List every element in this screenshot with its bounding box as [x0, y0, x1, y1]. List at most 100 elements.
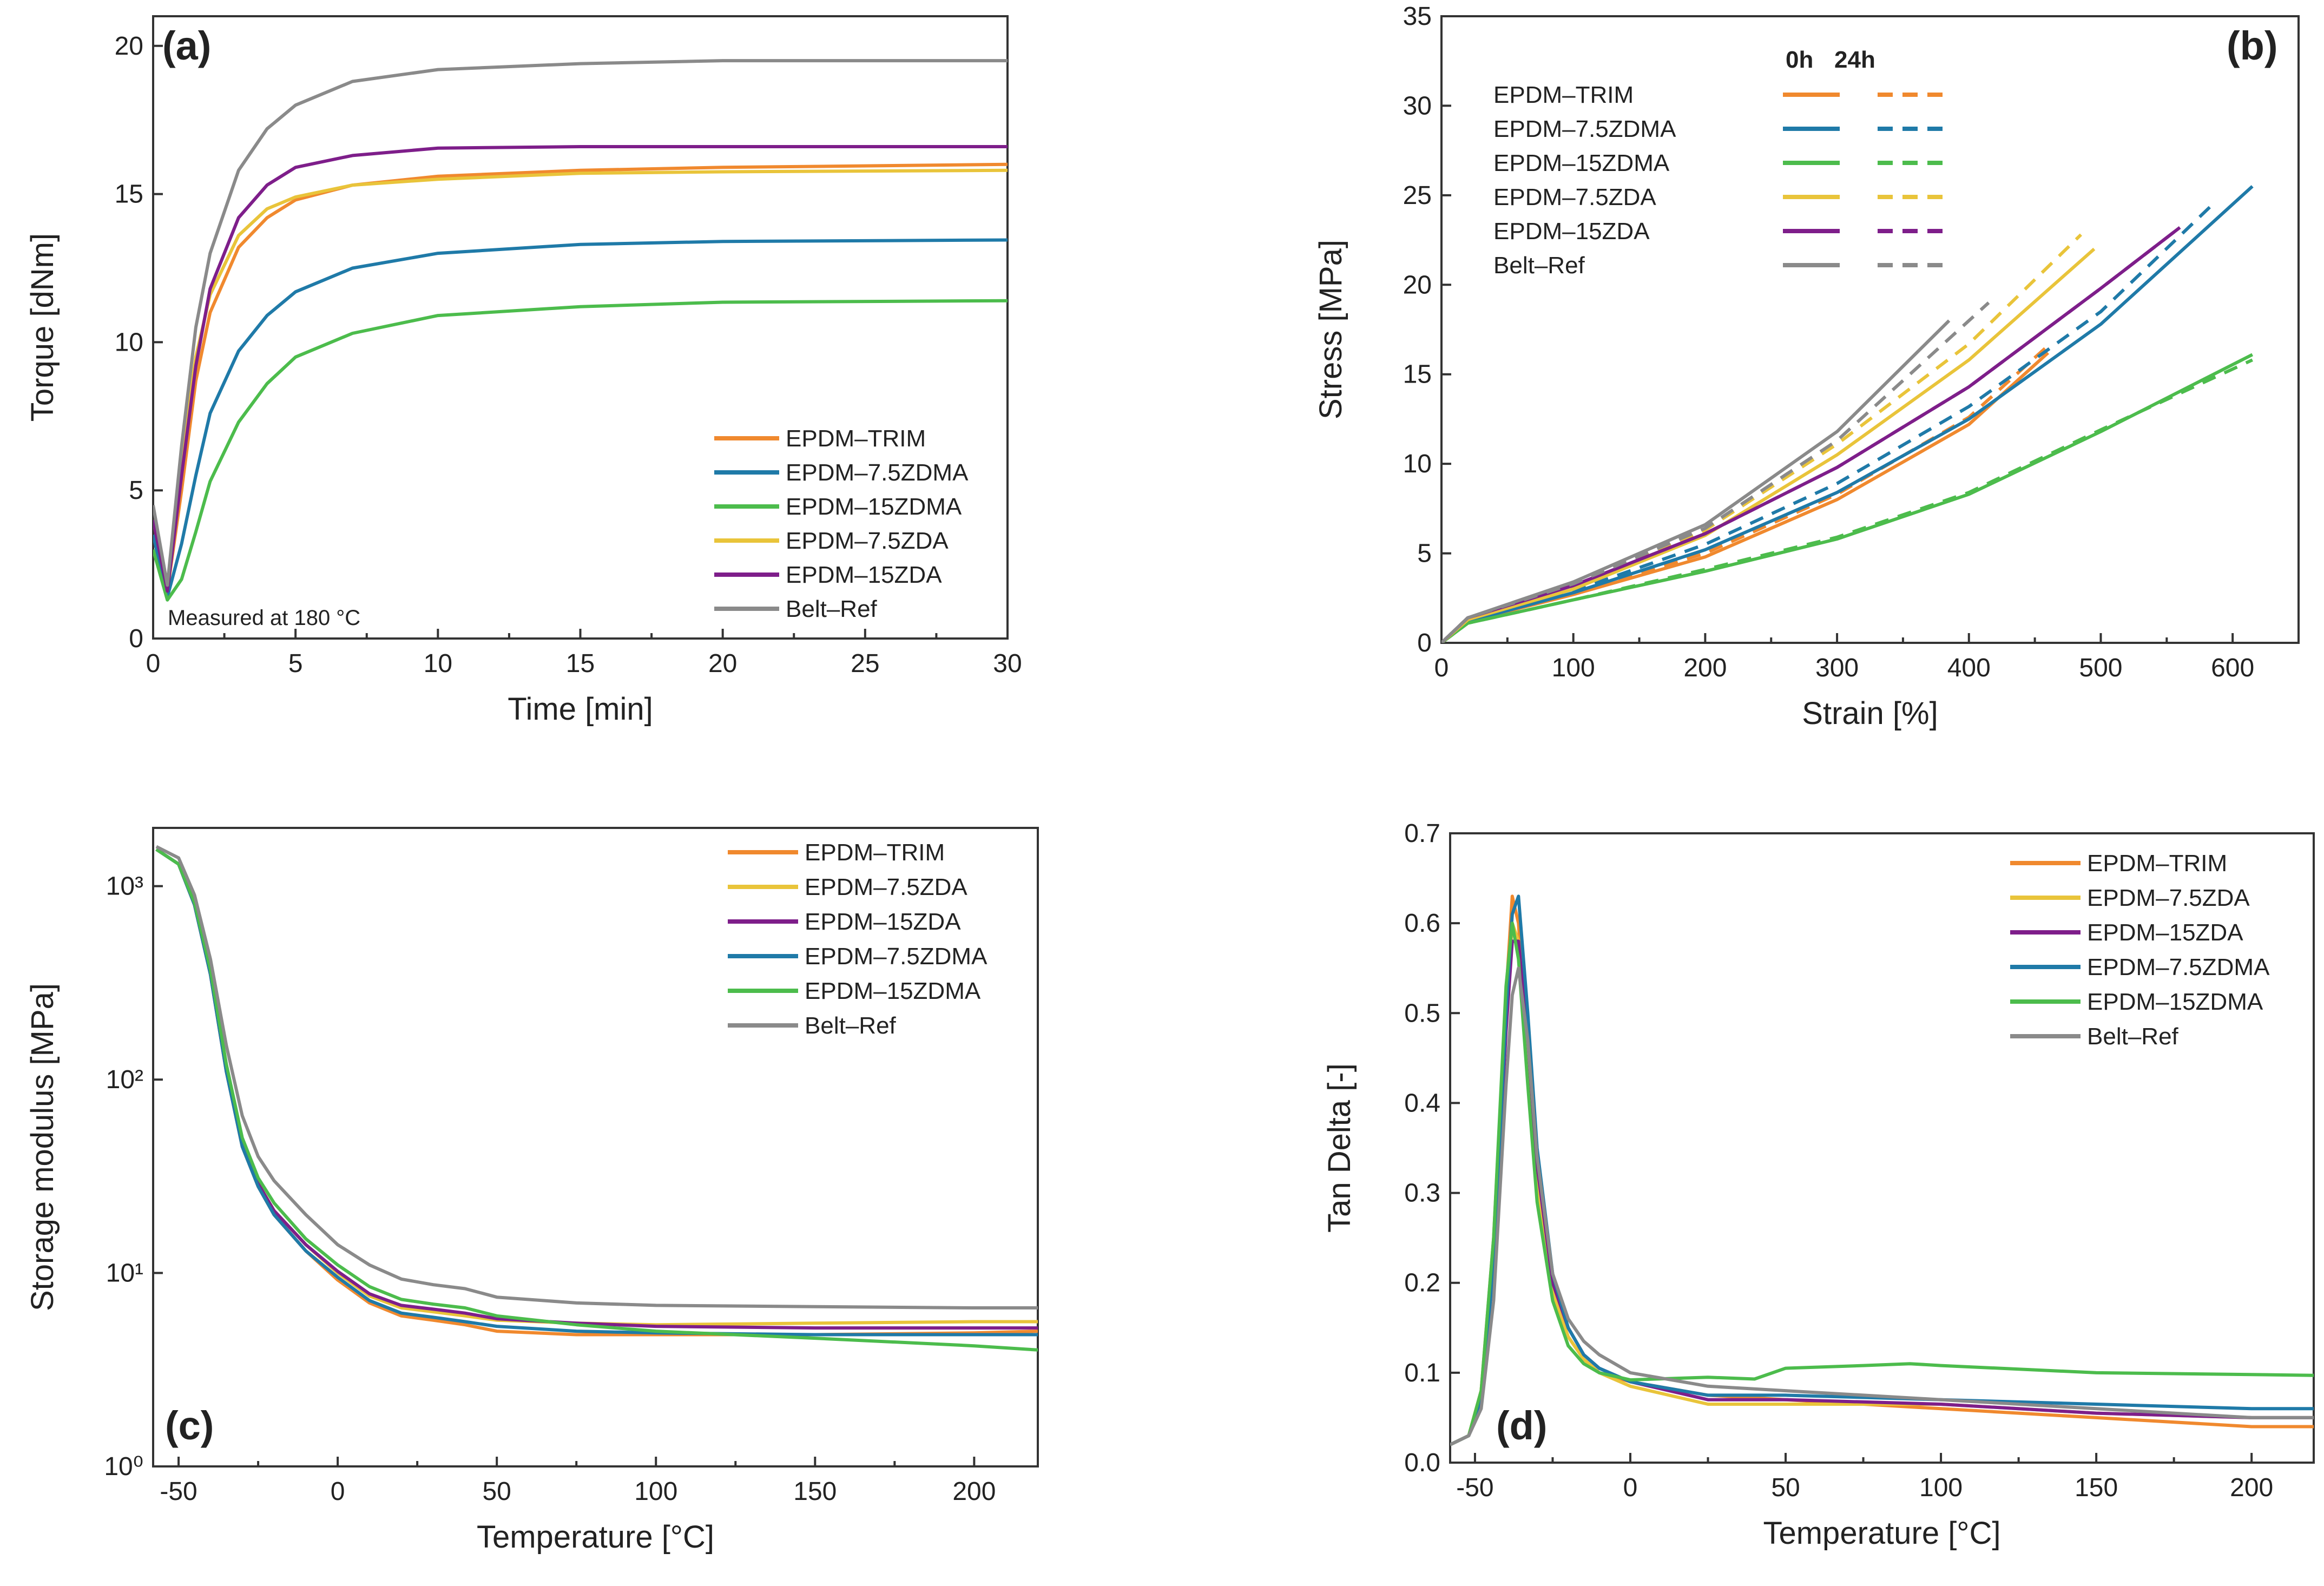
y-tick-label: 0.6 — [1404, 909, 1440, 938]
y-tick-label: 10² — [106, 1065, 143, 1094]
y-tick-label: 20 — [115, 32, 143, 61]
series-line-EPDM–7.5ZDA-24h — [1441, 233, 2082, 643]
y-axis-label: Torque [dNm] — [25, 233, 60, 422]
legend-label: Belt–Ref — [786, 596, 878, 622]
panel-label: (a) — [162, 23, 211, 68]
x-tick-label: 150 — [793, 1477, 837, 1506]
x-tick-label: 200 — [2230, 1473, 2273, 1502]
y-tick-label: 0.2 — [1404, 1269, 1440, 1298]
x-tick-label: 20 — [708, 649, 737, 678]
panel-d: -50 0 50 100 150 200 0.0 0.1 0.2 0.3 0.4 0.5 0.6 0.7 T… — [1322, 819, 2315, 1551]
x-tick-label: 100 — [1552, 654, 1595, 682]
x-tick-label: 0 — [1623, 1473, 1638, 1502]
panel-label: (b) — [2227, 23, 2278, 68]
legend-label: EPDM–7.5ZDMA — [786, 459, 969, 486]
legend-label: EPDM–15ZDMA — [786, 493, 962, 520]
y-tick-label: 0.1 — [1404, 1359, 1440, 1387]
panel-label: (d) — [1496, 1403, 1548, 1448]
x-tick-label: 30 — [993, 649, 1022, 678]
series-line-Belt–Ref — [1450, 966, 2314, 1446]
y-tick-label: 10⁰ — [104, 1452, 143, 1481]
y-axis-label: Stress [MPa] — [1313, 240, 1348, 419]
y-tick-label: 10¹ — [106, 1259, 143, 1288]
y-tick-label: 0.7 — [1404, 819, 1440, 848]
legend: EPDM–TRIM EPDM–7.5ZDA EPDM–15ZDA EPDM–7.5ZD… — [728, 839, 987, 1039]
legend-label: EPDM–7.5ZDA — [805, 874, 967, 900]
x-axis-label: Strain [%] — [1802, 696, 1938, 731]
y-tick-label: 15 — [1403, 360, 1432, 389]
series-line-EPDM–7.5ZDA-0h — [1441, 247, 2096, 643]
x-tick-label: 5 — [288, 649, 303, 678]
legend-label: EPDM–7.5ZDA — [786, 528, 949, 554]
series-line-EPDM–15ZDA-24h — [1441, 226, 2181, 643]
series-line-EPDM–15ZDA — [1450, 939, 2314, 1446]
legend: EPDM–TRIM EPDM–7.5ZDA EPDM–15ZDA EPDM–7.5ZD… — [2010, 850, 2270, 1050]
y-tick-label: 25 — [1403, 181, 1432, 210]
series-line-Belt–Ref-24h — [1441, 301, 1990, 643]
legend-label: EPDM–15ZDMA — [2087, 989, 2263, 1015]
y-tick-label: 10 — [115, 328, 143, 357]
legend-label: EPDM–15ZDA — [1493, 218, 1650, 245]
series-line-Belt–Ref — [153, 59, 1008, 587]
y-axis-label: Storage modulus [MPa] — [25, 983, 60, 1311]
legend-label: EPDM–7.5ZDMA — [2087, 954, 2270, 980]
series-line-Belt–Ref-0h — [1441, 319, 1951, 643]
legend-label: EPDM–15ZDMA — [805, 978, 981, 1004]
x-tick-label: -50 — [1456, 1473, 1493, 1502]
panel-b: 0 100 200 300 400 500 600 0 5 10 15 20 25 30 35 Strain … — [1313, 2, 2300, 731]
x-tick-label: 50 — [482, 1477, 511, 1506]
x-tick-label: 300 — [1815, 654, 1859, 682]
x-tick-label: 500 — [2079, 654, 2122, 682]
x-tick-label: 0 — [1434, 654, 1449, 682]
x-tick-label: 15 — [566, 649, 595, 678]
y-tick-label: 5 — [129, 476, 143, 505]
x-tick-label: 600 — [2211, 654, 2254, 682]
legend-label: EPDM–7.5ZDMA — [1493, 116, 1676, 142]
y-tick-label: 0.3 — [1404, 1179, 1440, 1208]
x-axis-label: Temperature [°C] — [477, 1519, 714, 1555]
series-line-EPDM–15ZDMA — [153, 299, 1008, 602]
legend-label: EPDM–TRIM — [805, 839, 945, 866]
y-tick-label: 10³ — [106, 872, 143, 901]
y-axis-label: Tan Delta [-] — [1322, 1063, 1357, 1233]
series-line-EPDM–15ZDMA-0h — [1441, 353, 2254, 643]
plot-frame — [152, 827, 1039, 1467]
y-tick-label: 10 — [1403, 450, 1432, 478]
x-tick-label: 0 — [331, 1477, 345, 1506]
series-line-EPDM–15ZDA — [153, 145, 1008, 593]
y-tick-label: 15 — [115, 180, 143, 209]
legend-label: EPDM–TRIM — [2087, 850, 2227, 877]
y-tick-label: 35 — [1403, 2, 1432, 31]
y-tick-label: 0.0 — [1404, 1449, 1440, 1477]
y-tick-label: 0.4 — [1404, 1089, 1440, 1117]
x-tick-label: 200 — [1683, 654, 1727, 682]
x-tick-label: 50 — [1771, 1473, 1800, 1502]
legend-label: Belt–Ref — [2087, 1023, 2179, 1050]
panel-a: 0 5 10 15 20 25 30 0 5 10 15 20 Time [min] Torque [dN… — [25, 15, 1022, 727]
x-tick-label: 25 — [851, 649, 879, 678]
series-line-EPDM–15ZDA-0h — [1441, 226, 2181, 643]
x-tick-label: -50 — [160, 1477, 197, 1506]
panel-label: (c) — [165, 1403, 214, 1448]
y-tick-label: 0 — [1417, 629, 1432, 657]
legend-header-24h: 24h — [1834, 47, 1875, 73]
x-tick-label: 400 — [1947, 654, 1991, 682]
y-tick-label: 30 — [1403, 91, 1432, 120]
y-tick-label: 5 — [1417, 539, 1432, 568]
series-line-EPDM–7.5ZDMA-24h — [1441, 203, 2214, 643]
y-tick-label: 0 — [129, 624, 143, 653]
plot-frame — [1440, 15, 2300, 644]
legend-label: Belt–Ref — [1493, 252, 1585, 279]
x-tick-label: 10 — [424, 649, 452, 678]
plot-frame — [1449, 832, 2315, 1464]
x-tick-label: 200 — [952, 1477, 996, 1506]
legend-label: EPDM–15ZDA — [786, 562, 942, 588]
series-line-EPDM–15ZDMA — [155, 848, 1038, 1352]
legend-label: EPDM–TRIM — [1493, 82, 1634, 108]
panel-c: -50 0 50 100 150 200 10⁰ 10¹ 10² 10³ Temperature [… — [25, 827, 1039, 1555]
y-tick-label: 0.5 — [1404, 999, 1440, 1028]
x-tick-label: 100 — [634, 1477, 677, 1506]
x-axis-label: Temperature [°C] — [1763, 1516, 2000, 1551]
y-tick-label: 20 — [1403, 271, 1432, 299]
